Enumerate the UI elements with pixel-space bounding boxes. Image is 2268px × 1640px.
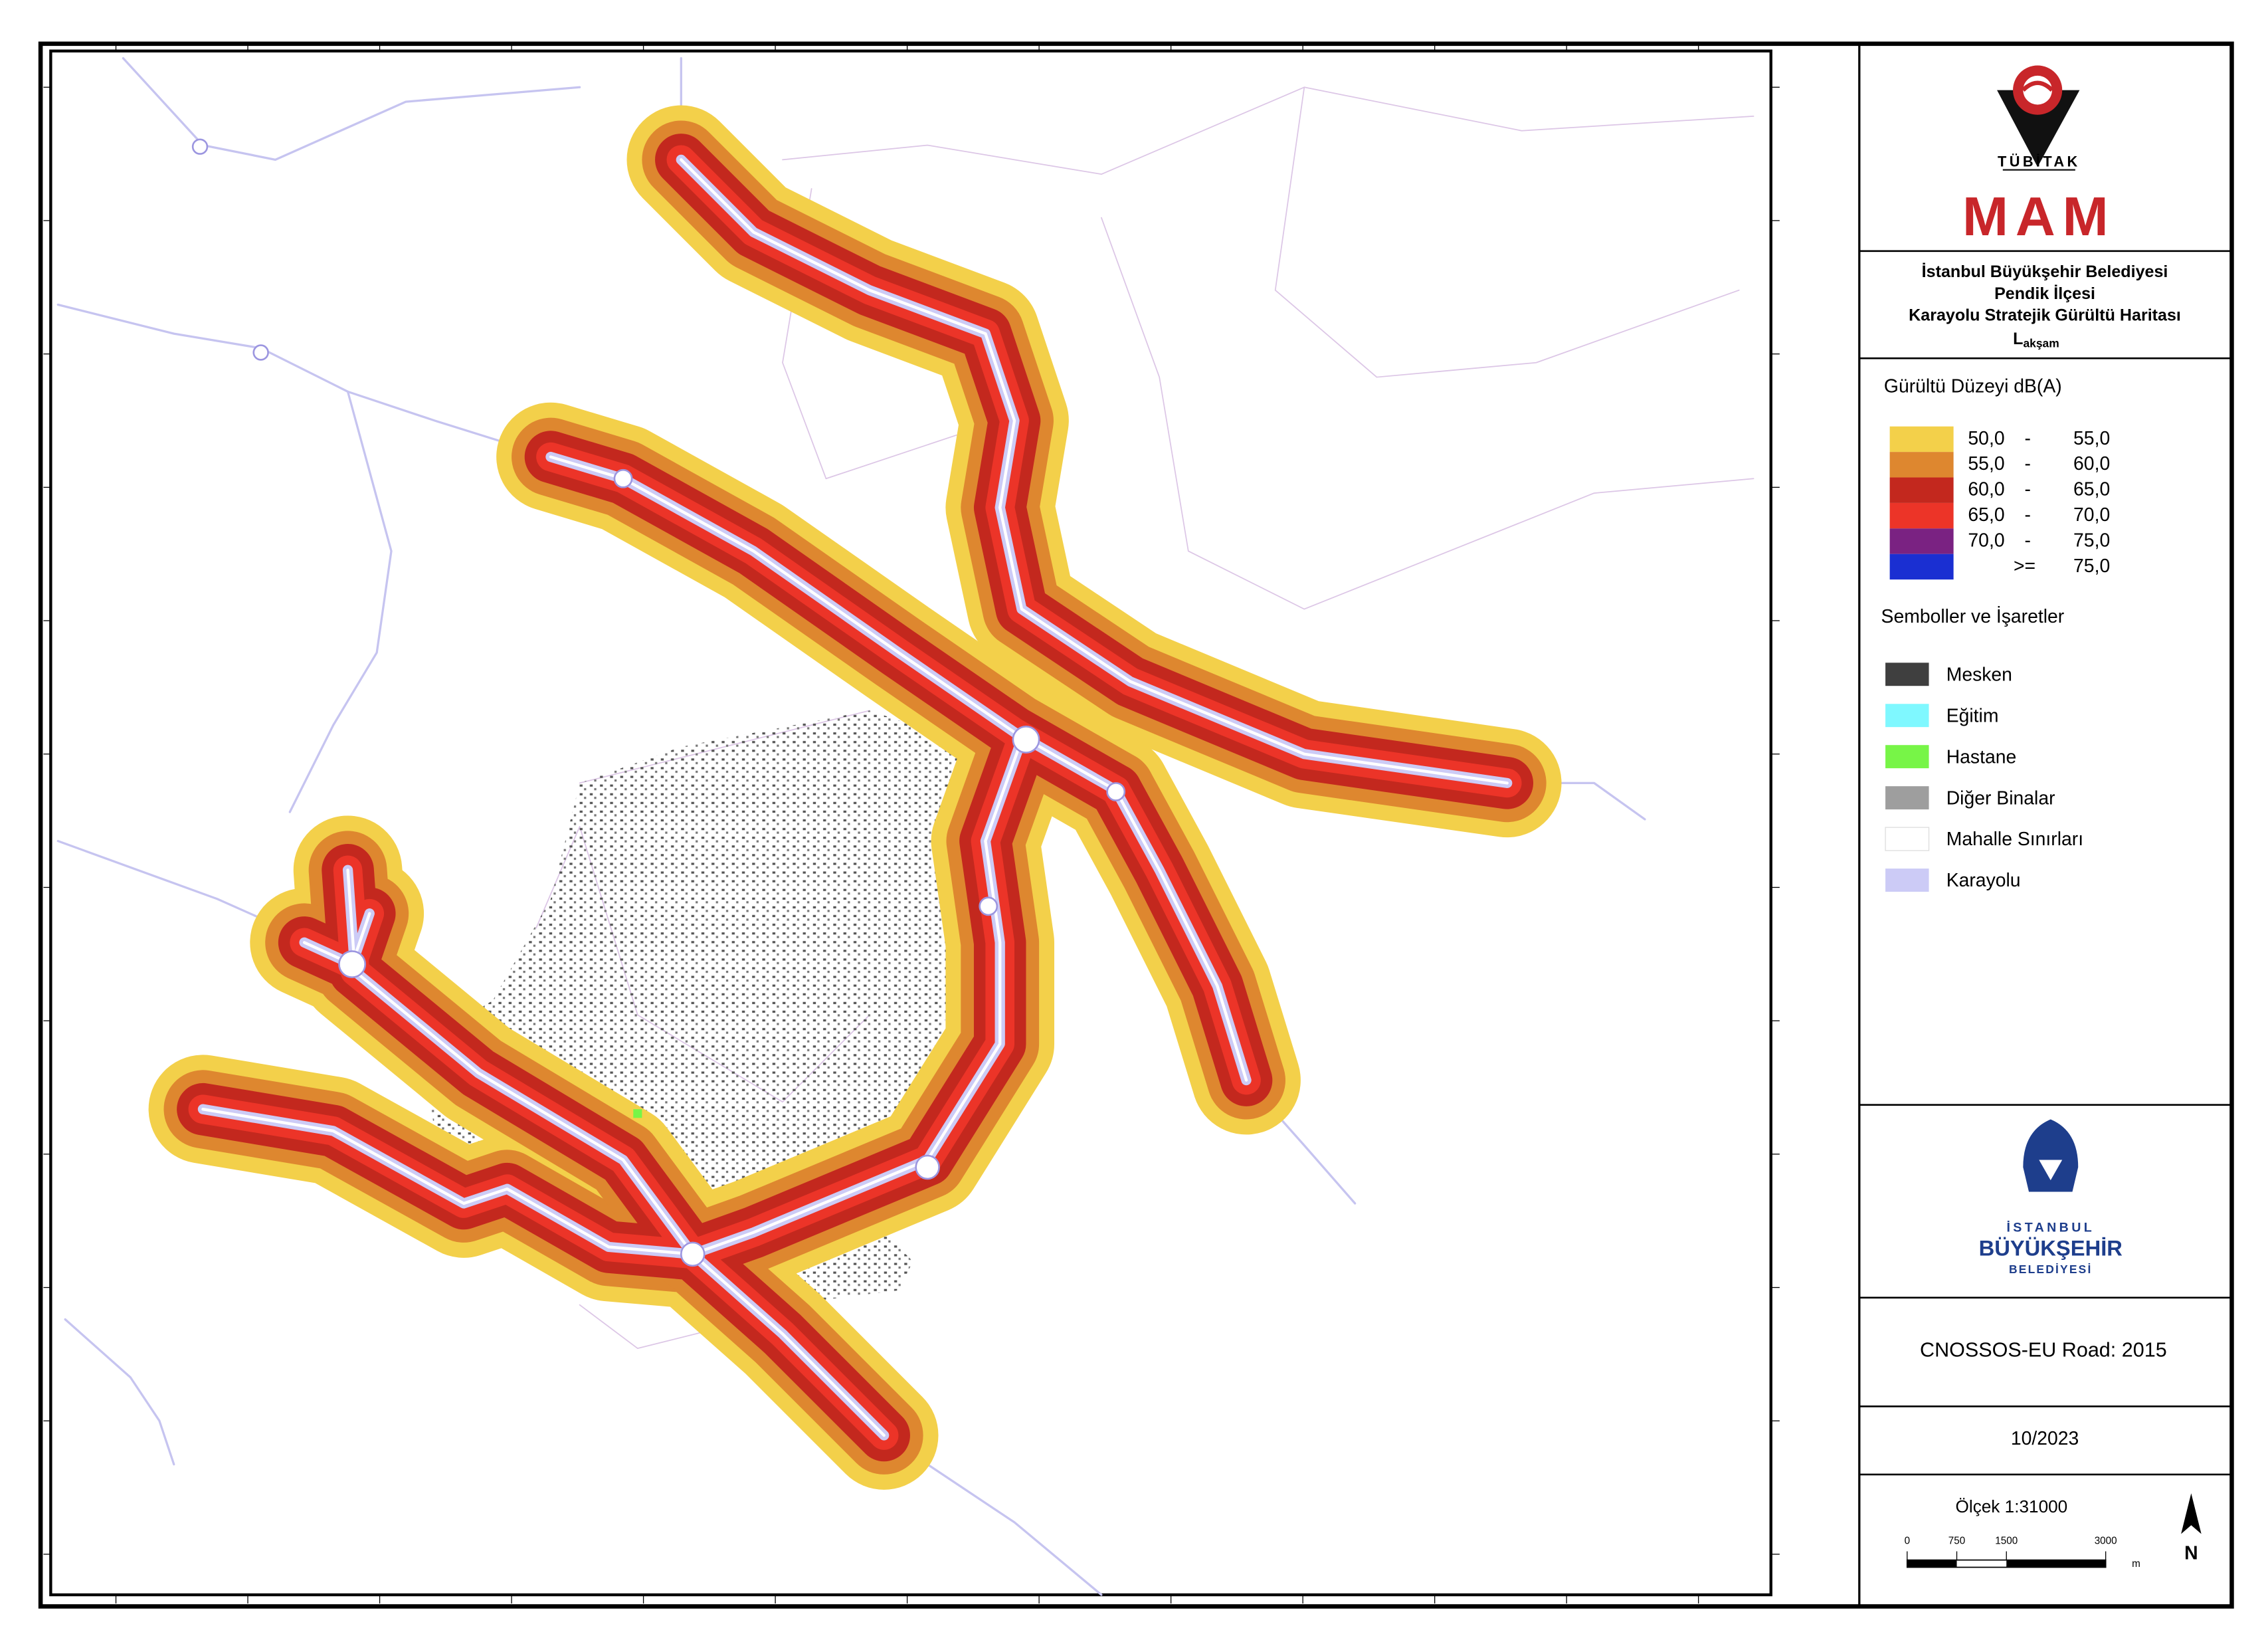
indicator: Lakşam [2013, 329, 2059, 350]
logo-org: TÜBİTAK [1998, 153, 2081, 169]
legend-swatch [1889, 554, 1954, 580]
indicator-name: L [2013, 329, 2023, 348]
panel-rules [1859, 250, 2232, 1476]
logo-unit: MAM [1962, 185, 2116, 247]
legend-levels: 50,0-55,055,0-60,060,0-65,065,0-70,070,0… [1889, 426, 2110, 580]
scale-segment [1907, 1560, 1957, 1568]
title-line: Pendik İlçesi [1994, 284, 2095, 303]
legend-swatch [1889, 452, 1954, 478]
legend-symbols: Mesken Eğitim Hastane Diğer Binalar Mahalle … [1885, 663, 2083, 892]
ibb-line: BÜYÜKŞEHİR [1979, 1235, 2123, 1260]
map-title: İstanbul Büyükşehir Belediyesi Pendik İl… [1909, 262, 2181, 350]
symbol-label: Diğer Binalar [1946, 787, 2055, 809]
level-from: 65,0 [1968, 504, 2004, 526]
level-from: 60,0 [1968, 479, 2004, 500]
scale-label: 3000 [2095, 1535, 2117, 1546]
tubitak-logo: TÜBİTAK MAM [1962, 65, 2116, 247]
scale-bar: 0 750 1500 3000 m [1905, 1535, 2140, 1570]
level-sep: - [2025, 428, 2031, 449]
model-text: CNOSSOS-EU Road: 2015 [1920, 1339, 2167, 1362]
symbol-swatch [1885, 704, 1929, 728]
level-to: 70,0 [2073, 504, 2110, 526]
noise-band [201, 1108, 886, 1437]
north-arrow: N [2181, 1493, 2202, 1564]
symbol-label: Eğitim [1946, 705, 1999, 726]
level-from: 55,0 [1968, 453, 2004, 474]
indicator-sub: akşam [2023, 336, 2059, 350]
level-sep: - [2025, 504, 2031, 526]
legend-swatch [1889, 426, 1954, 453]
scale-title: Ölçek 1:31000 [1956, 1496, 2068, 1516]
level-sep: - [2025, 453, 2031, 474]
ibb-line: BELEDİYESİ [2009, 1263, 2093, 1276]
symbol-label: Mahalle Sınırları [1946, 829, 2083, 850]
map-content [56, 57, 1754, 1596]
level-to: 75,0 [2073, 556, 2110, 577]
level-to: 75,0 [2073, 530, 2110, 551]
symbol-label: Mesken [1946, 664, 2012, 685]
frame-ticks [43, 43, 1780, 1604]
legend-swatch [1889, 502, 1954, 529]
level-to: 65,0 [2073, 479, 2110, 500]
level-sep: >= [2014, 556, 2035, 577]
symbols-title: Semboller ve İşaretler [1881, 606, 2065, 627]
noise-band [346, 869, 694, 1256]
legend-swatch [1889, 528, 1954, 554]
symbol-swatch [1885, 786, 1929, 810]
symbol-swatch [1885, 745, 1929, 769]
date-text: 10/2023 [2011, 1428, 2079, 1449]
level-from: 50,0 [1968, 428, 2004, 449]
noise-band [1114, 789, 1248, 1082]
ibb-logo: İSTANBUL BÜYÜKŞEHİR BELEDİYESİ [1979, 1119, 2123, 1276]
legend-swatch [1889, 477, 1954, 503]
noise-band [680, 158, 1509, 785]
ibb-line: İSTANBUL [2006, 1219, 2095, 1235]
symbol-label: Karayolu [1946, 870, 2021, 891]
legend-title: Gürültü Düzeyi dB(A) [1884, 375, 2062, 397]
symbol-label: Hastane [1946, 746, 2017, 768]
scale-label: 0 [1905, 1535, 1911, 1546]
symbol-swatch [1885, 827, 1930, 851]
noise-band [691, 738, 1024, 1256]
level-to: 55,0 [2073, 428, 2110, 449]
scale-label: 750 [1948, 1535, 1965, 1546]
title-line: İstanbul Büyükşehir Belediyesi [1922, 262, 2168, 281]
title-line: Karayolu Stratejik Gürültü Haritası [1909, 306, 2181, 325]
interchanges [191, 138, 1126, 1267]
scale-unit: m [2132, 1558, 2140, 1570]
north-label: N [2184, 1542, 2198, 1564]
symbol-swatch [1885, 663, 1929, 686]
level-from: 70,0 [1968, 530, 2004, 551]
level-sep: - [2025, 479, 2031, 500]
scale-label: 1500 [1995, 1535, 2018, 1546]
level-to: 60,0 [2073, 453, 2110, 474]
level-sep: - [2025, 530, 2031, 551]
scale-segment [2006, 1560, 2106, 1568]
symbol-swatch [1885, 869, 1929, 892]
hospital [633, 1109, 642, 1118]
